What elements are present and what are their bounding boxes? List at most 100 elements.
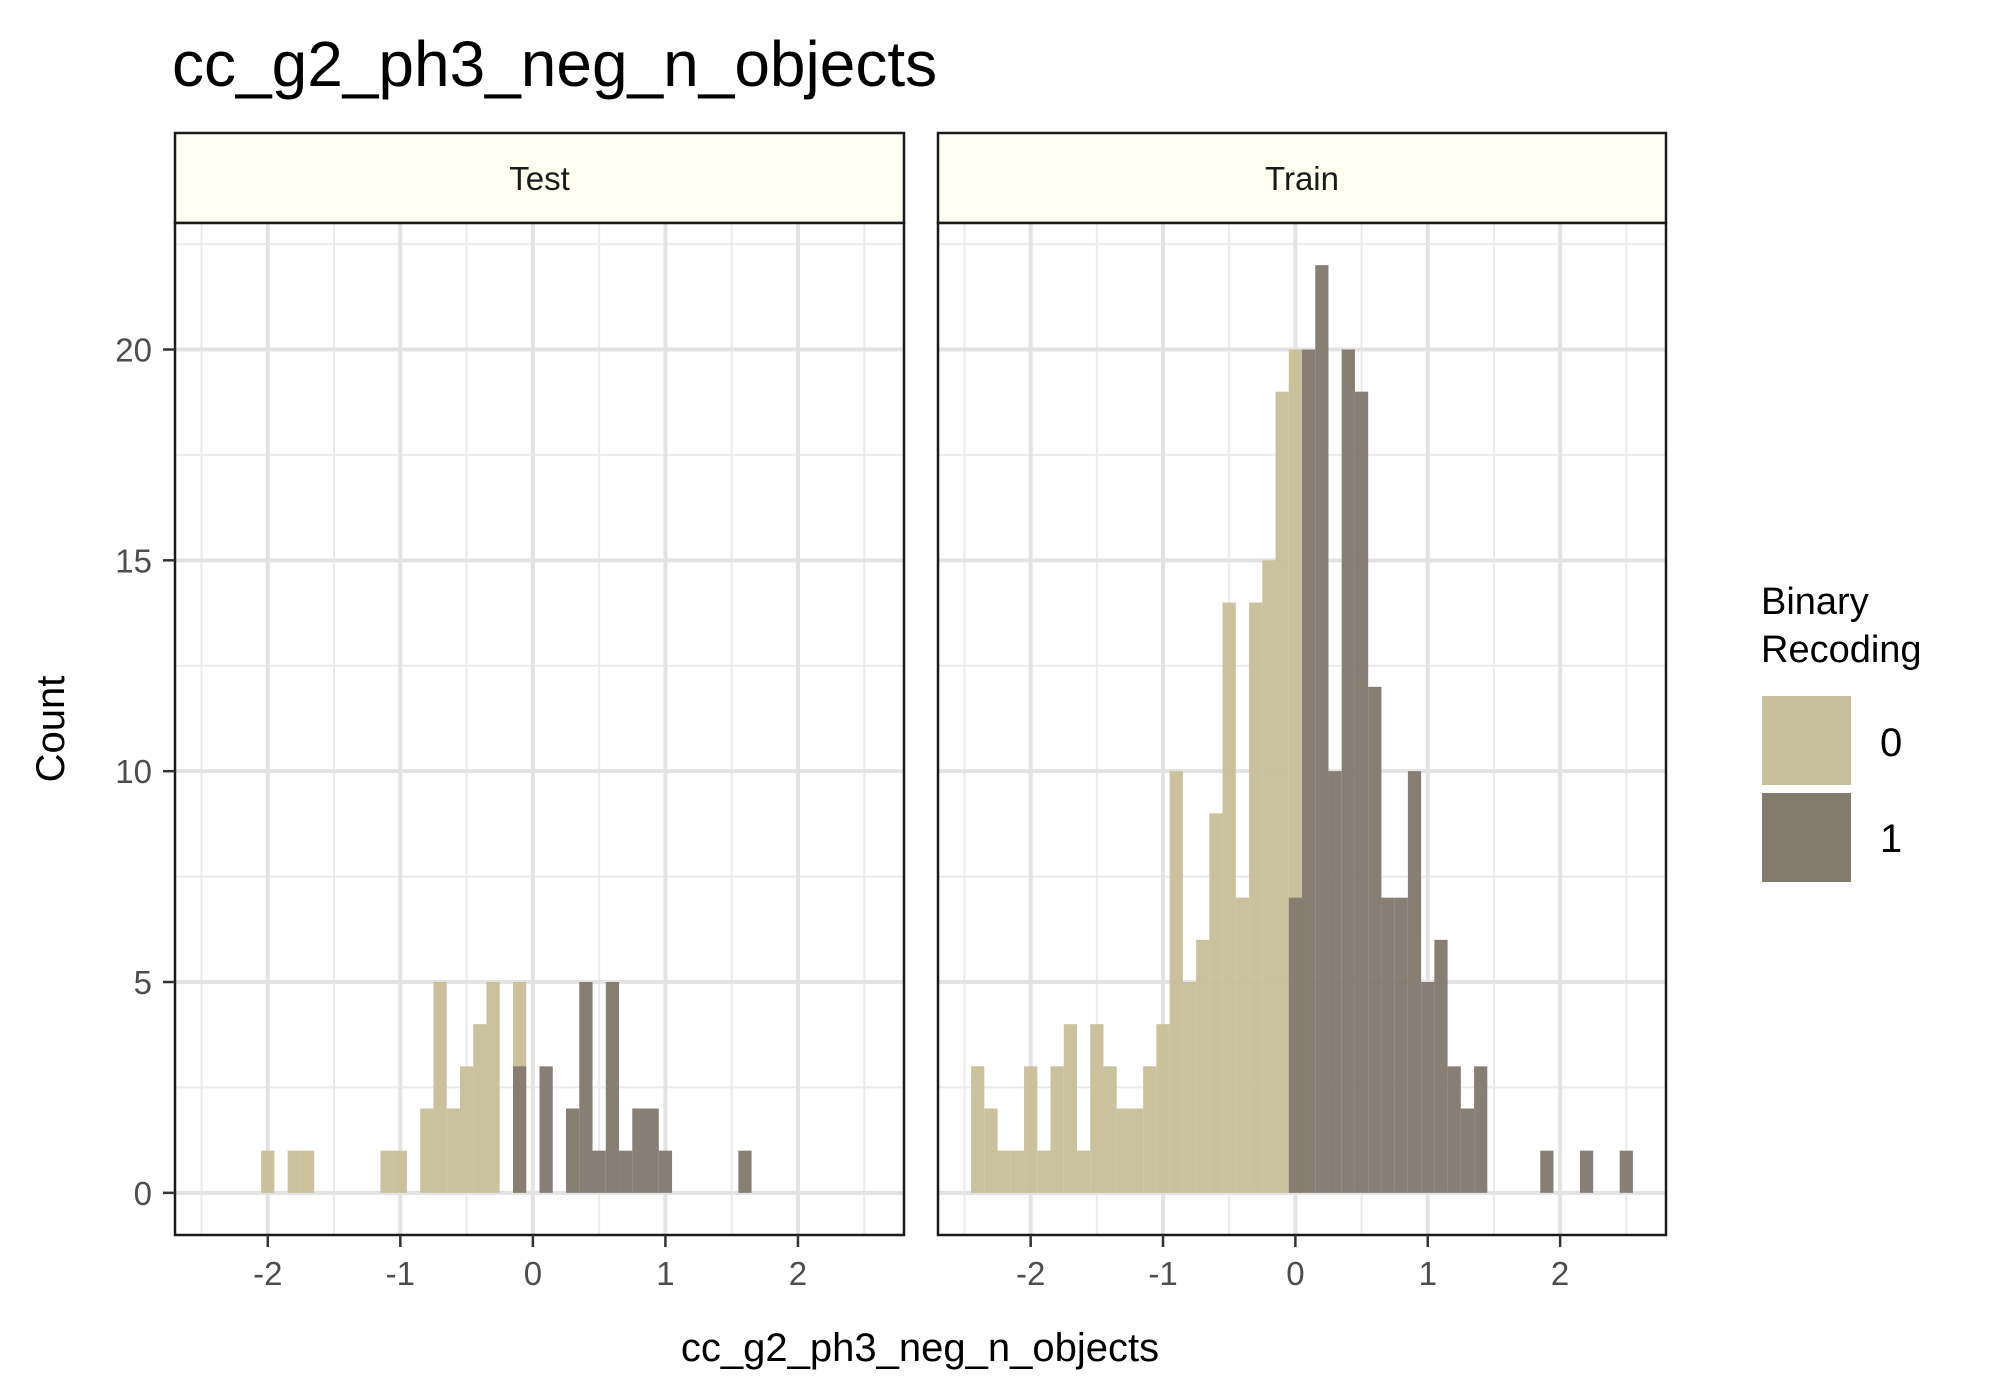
bar-test-series-1 xyxy=(632,1108,646,1193)
bar-train-series-0 xyxy=(1156,1024,1170,1193)
bar-test-series-1 xyxy=(658,1150,673,1193)
legend-label-0: 0 xyxy=(1880,721,1902,765)
bar-test-series-0 xyxy=(287,1150,301,1193)
bar-train-series-0 xyxy=(1010,1150,1025,1193)
bar-test-series-1 xyxy=(592,1150,606,1193)
bar-test-series-0 xyxy=(300,1150,315,1193)
bar-test-series-0 xyxy=(459,1066,474,1193)
bar-train-series-0 xyxy=(1275,391,1289,1193)
bar-train-series-0 xyxy=(1129,1108,1144,1193)
bar-train-series-0 xyxy=(984,1108,998,1193)
bar-train-series-1 xyxy=(1302,349,1316,1193)
y-tick-label: 15 xyxy=(115,542,152,579)
bar-train-series-0 xyxy=(1024,1066,1038,1193)
bar-train-series-0 xyxy=(971,1066,985,1193)
bar-train-series-0 xyxy=(1209,813,1223,1193)
legend-key-0 xyxy=(1762,696,1851,785)
bar-test-series-0 xyxy=(420,1108,434,1193)
x-tick-label: 2 xyxy=(789,1255,807,1292)
bar-train-series-0 xyxy=(1090,1024,1104,1193)
y-tick-label: 5 xyxy=(134,964,152,1001)
x-axis-title: cc_g2_ph3_neg_n_objects xyxy=(681,1326,1159,1370)
bar-train-series-0 xyxy=(1116,1108,1130,1193)
bar-train-series-1 xyxy=(1447,1066,1461,1193)
y-tick-label: 10 xyxy=(115,753,152,790)
bar-test-series-0 xyxy=(446,1108,460,1193)
x-ticks-train: -2 -1 0 1 2 xyxy=(1016,1235,1569,1292)
bar-train-series-0 xyxy=(1076,1150,1091,1193)
bar-test-series-0 xyxy=(473,1024,487,1193)
bar-train-series-1 xyxy=(1328,771,1342,1193)
bar-train-series-1 xyxy=(1540,1150,1554,1193)
bars-test xyxy=(261,982,752,1193)
x-tick-label: -2 xyxy=(1016,1255,1045,1292)
bar-train-series-0 xyxy=(1037,1150,1051,1193)
bar-train-series-0 xyxy=(1063,1024,1077,1193)
strip-train xyxy=(936,131,1668,225)
bar-train-series-0 xyxy=(1235,897,1250,1193)
legend-title-line-2: Recoding xyxy=(1761,629,1922,671)
legend-key-1 xyxy=(1762,793,1851,882)
bar-test-series-1 xyxy=(605,982,620,1193)
strip-test xyxy=(173,131,906,225)
x-tick-label: -1 xyxy=(1148,1255,1177,1292)
bar-test-series-1 xyxy=(738,1150,752,1193)
panel-border-train xyxy=(936,221,1668,1237)
legend-title-line-1: Binary xyxy=(1761,581,1869,623)
bar-train-series-1 xyxy=(1421,982,1435,1193)
y-tick-label: 0 xyxy=(134,1175,152,1212)
bar-train-series-1 xyxy=(1394,897,1408,1193)
bar-train-series-0 xyxy=(1143,1066,1157,1193)
strip-label-test: Test xyxy=(509,160,570,197)
x-tick-label: 1 xyxy=(656,1255,674,1292)
bar-train-series-1 xyxy=(1368,686,1382,1193)
bar-train-series-0 xyxy=(1169,771,1183,1193)
bar-train-series-0 xyxy=(1196,939,1210,1193)
panel-border-test xyxy=(173,221,906,1237)
bar-test-series-1 xyxy=(579,982,593,1193)
y-axis-title: Count xyxy=(29,676,73,783)
bar-train-series-1 xyxy=(1354,391,1369,1193)
bar-test-series-1 xyxy=(539,1066,553,1193)
bar-test-series-1 xyxy=(566,1108,580,1193)
bar-train-series-0 xyxy=(1182,982,1197,1193)
bar-train-series-1 xyxy=(1288,897,1302,1193)
bar-train-series-0 xyxy=(1249,602,1263,1193)
strip-label-train: Train xyxy=(1265,160,1339,197)
bar-train-series-0 xyxy=(997,1150,1011,1193)
bar-train-series-1 xyxy=(1619,1150,1633,1193)
x-tick-label: 2 xyxy=(1551,1255,1569,1292)
bars-train xyxy=(971,265,1633,1193)
bar-test-series-1 xyxy=(512,1066,527,1193)
bar-test-series-0 xyxy=(486,982,500,1193)
bar-test-series-0 xyxy=(261,1150,275,1193)
bar-train-series-1 xyxy=(1460,1108,1475,1193)
legend: Binary Recoding 0 1 xyxy=(1761,581,1922,882)
x-tick-label: 1 xyxy=(1419,1255,1437,1292)
bar-test-series-0 xyxy=(380,1150,394,1193)
x-tick-label: 0 xyxy=(1286,1255,1304,1292)
x-tick-label: -1 xyxy=(386,1255,415,1292)
x-ticks-test: -2 -1 0 1 2 xyxy=(253,1235,807,1292)
panel-train: Train -2 -1 0 1 2 xyxy=(936,131,1668,1292)
bar-train-series-0 xyxy=(1103,1066,1117,1193)
legend-label-1: 1 xyxy=(1880,817,1902,861)
y-axis: 0 5 10 15 20 xyxy=(115,332,175,1212)
bar-test-series-0 xyxy=(433,982,447,1193)
bar-train-series-1 xyxy=(1315,265,1329,1193)
bar-train-series-1 xyxy=(1434,939,1448,1193)
bar-train-series-0 xyxy=(1222,602,1236,1193)
bar-test-series-0 xyxy=(393,1150,407,1193)
panel-test: Test -2 -1 0 1 2 xyxy=(173,131,906,1292)
x-tick-label: -2 xyxy=(253,1255,282,1292)
bar-train-series-1 xyxy=(1341,349,1355,1193)
bar-train-series-0 xyxy=(1050,1066,1064,1193)
bar-train-series-1 xyxy=(1407,771,1422,1193)
bar-train-series-1 xyxy=(1381,897,1395,1193)
bar-train-series-1 xyxy=(1579,1150,1594,1193)
bar-test-series-1 xyxy=(619,1150,633,1193)
bar-train-series-1 xyxy=(1474,1066,1488,1193)
y-tick-label: 20 xyxy=(115,332,152,369)
bar-test-series-1 xyxy=(645,1108,659,1193)
